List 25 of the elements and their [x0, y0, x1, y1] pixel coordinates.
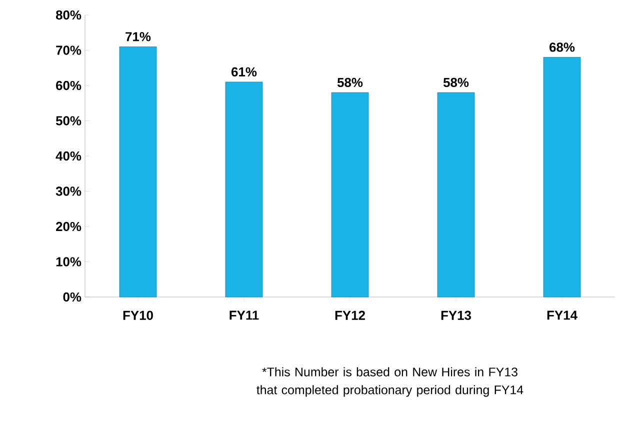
x-tick-label: FY11	[230, 310, 259, 320]
data-label: 68%	[550, 42, 575, 52]
y-tick-label: 70%	[56, 46, 82, 55]
x-tick-label: FY13	[441, 310, 472, 320]
y-tick-label: 0%	[63, 292, 82, 302]
y-tick-label: 20%	[56, 222, 82, 232]
x-tick-label: FY12	[335, 310, 365, 320]
data-label: 61%	[232, 67, 257, 76]
y-tick-label: 10%	[56, 257, 82, 266]
y-tick-label: 30%	[56, 186, 82, 196]
y-tick-label: 80%	[56, 10, 82, 20]
bar	[543, 57, 581, 298]
x-tick-label: FY10	[123, 310, 153, 320]
x-tick-label: FY14	[547, 310, 578, 320]
y-tick-label: 60%	[56, 80, 82, 90]
data-label: 71%	[126, 32, 151, 42]
data-label: 58%	[443, 78, 469, 88]
y-tick-label: 50%	[56, 116, 82, 126]
bar	[437, 92, 475, 298]
data-label: 58%	[337, 78, 363, 88]
bar	[225, 82, 263, 298]
text: *This Number is based on New Hires in FY13 that completed probationary period during FY14	[256, 367, 524, 397]
bar	[119, 46, 157, 298]
y-tick-label: 40%	[56, 151, 82, 161]
bar	[331, 92, 369, 298]
